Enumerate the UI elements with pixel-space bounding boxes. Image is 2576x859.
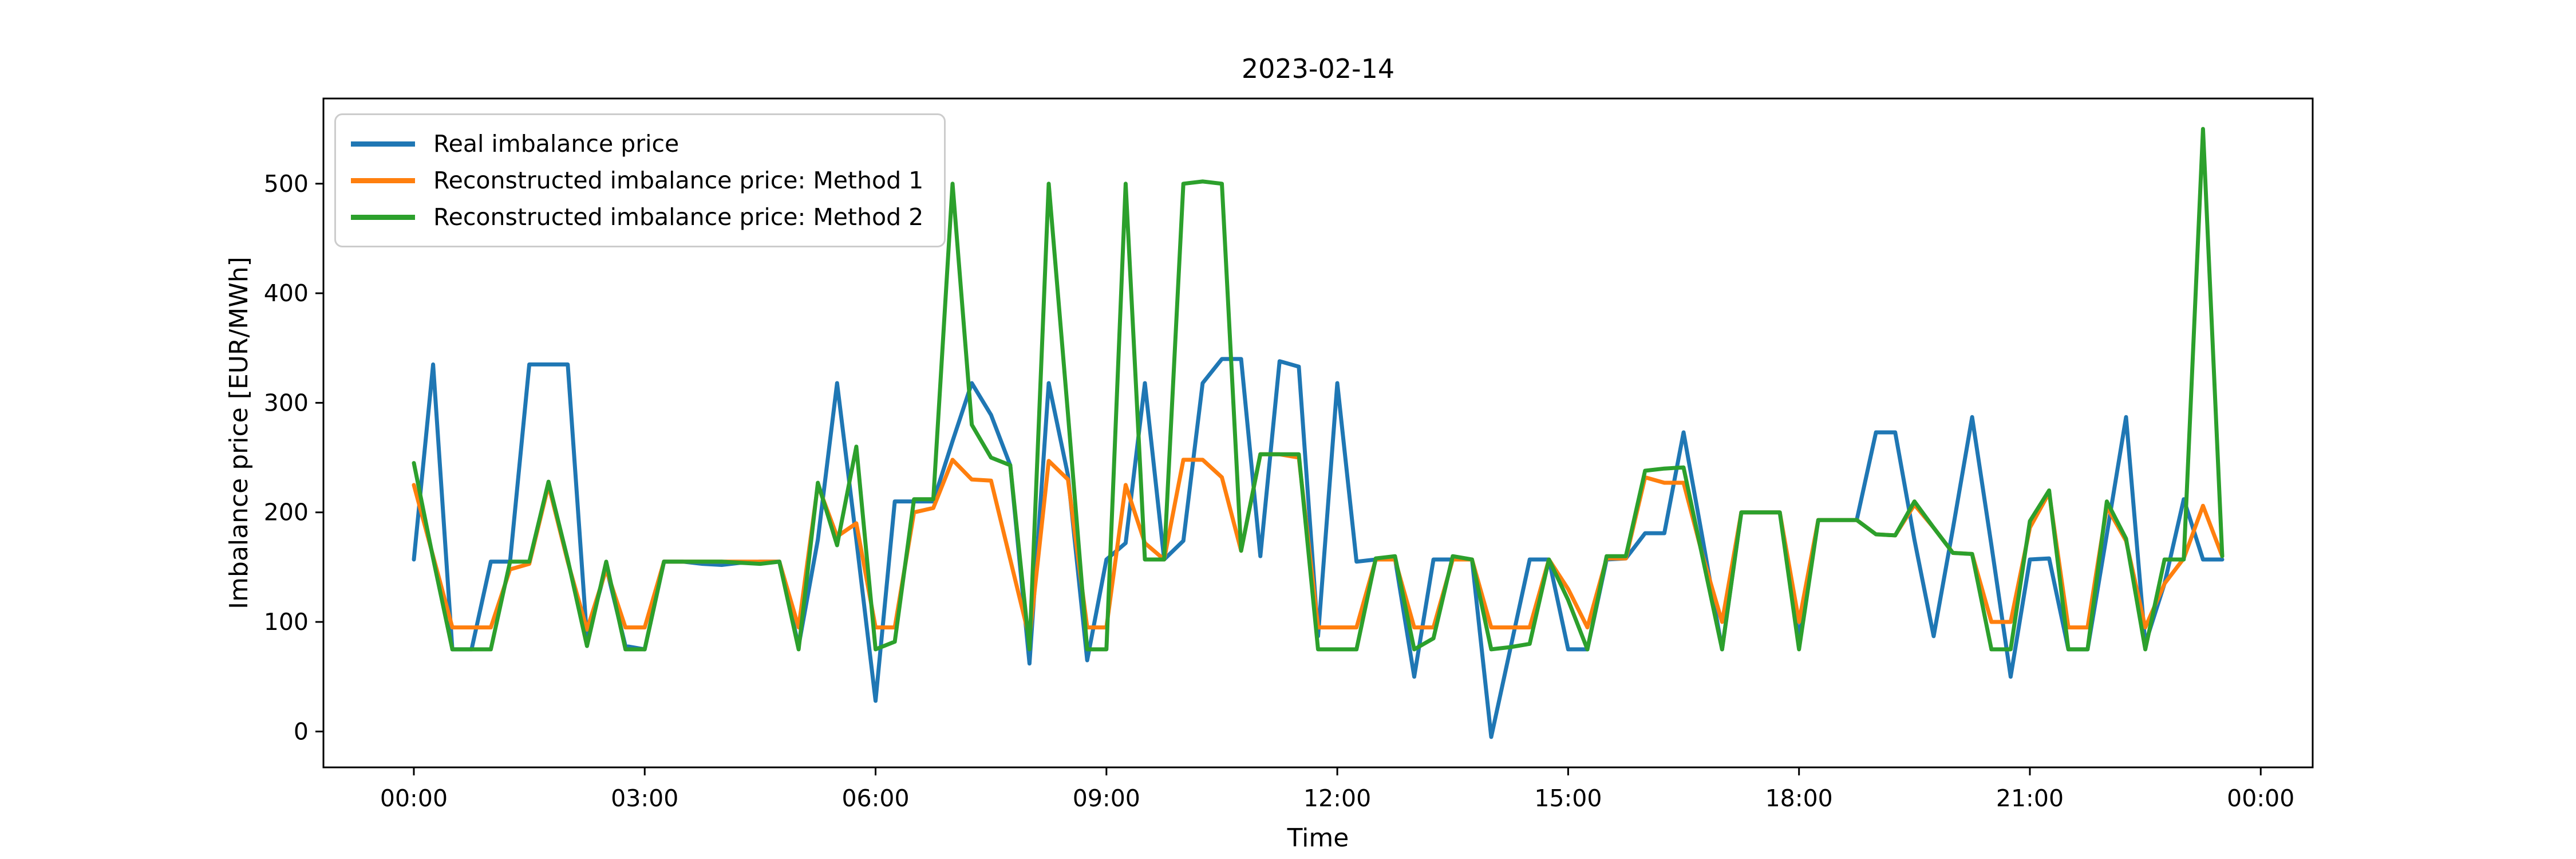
legend-line-swatch bbox=[351, 141, 415, 147]
x-tick-label: 00:00 bbox=[380, 785, 448, 812]
x-tick-label: 15:00 bbox=[1534, 785, 1602, 812]
legend-line-swatch bbox=[351, 178, 415, 183]
legend-label: Real imbalance price bbox=[433, 130, 679, 157]
legend-label: Reconstructed imbalance price: Method 2 bbox=[433, 203, 924, 231]
y-tick-label: 300 bbox=[264, 389, 309, 416]
y-tick-label: 200 bbox=[264, 499, 309, 526]
chart-title: 2023-02-14 bbox=[1241, 53, 1395, 84]
x-tick-label: 21:00 bbox=[1996, 785, 2064, 812]
x-tick-label: 12:00 bbox=[1303, 785, 1371, 812]
x-tick-label: 18:00 bbox=[1765, 785, 1833, 812]
legend-row: Reconstructed imbalance price: Method 2 bbox=[351, 199, 923, 235]
x-axis-label: Time bbox=[1287, 823, 1349, 853]
legend-row: Reconstructed imbalance price: Method 1 bbox=[351, 162, 923, 199]
x-tick-label: 06:00 bbox=[841, 785, 909, 812]
legend: Real imbalance price Reconstructed imbala… bbox=[334, 113, 946, 247]
y-tick-label: 0 bbox=[294, 718, 309, 745]
axes-spines bbox=[322, 97, 2314, 769]
series-line-reconstructed-imbalance-price-method-2 bbox=[412, 127, 2225, 652]
legend-line-swatch bbox=[351, 214, 415, 220]
legend-label: Reconstructed imbalance price: Method 1 bbox=[433, 167, 924, 194]
x-tick-label: 00:00 bbox=[2227, 785, 2294, 812]
x-tick-label: 09:00 bbox=[1073, 785, 1140, 812]
y-tick-label: 400 bbox=[264, 279, 309, 307]
legend-row: Real imbalance price bbox=[351, 125, 923, 162]
y-axis-label: Imbalance price [EUR/MWh] bbox=[224, 257, 254, 609]
x-tick-label: 03:00 bbox=[611, 785, 678, 812]
y-tick-label: 500 bbox=[264, 170, 309, 198]
y-tick-label: 100 bbox=[264, 608, 309, 636]
